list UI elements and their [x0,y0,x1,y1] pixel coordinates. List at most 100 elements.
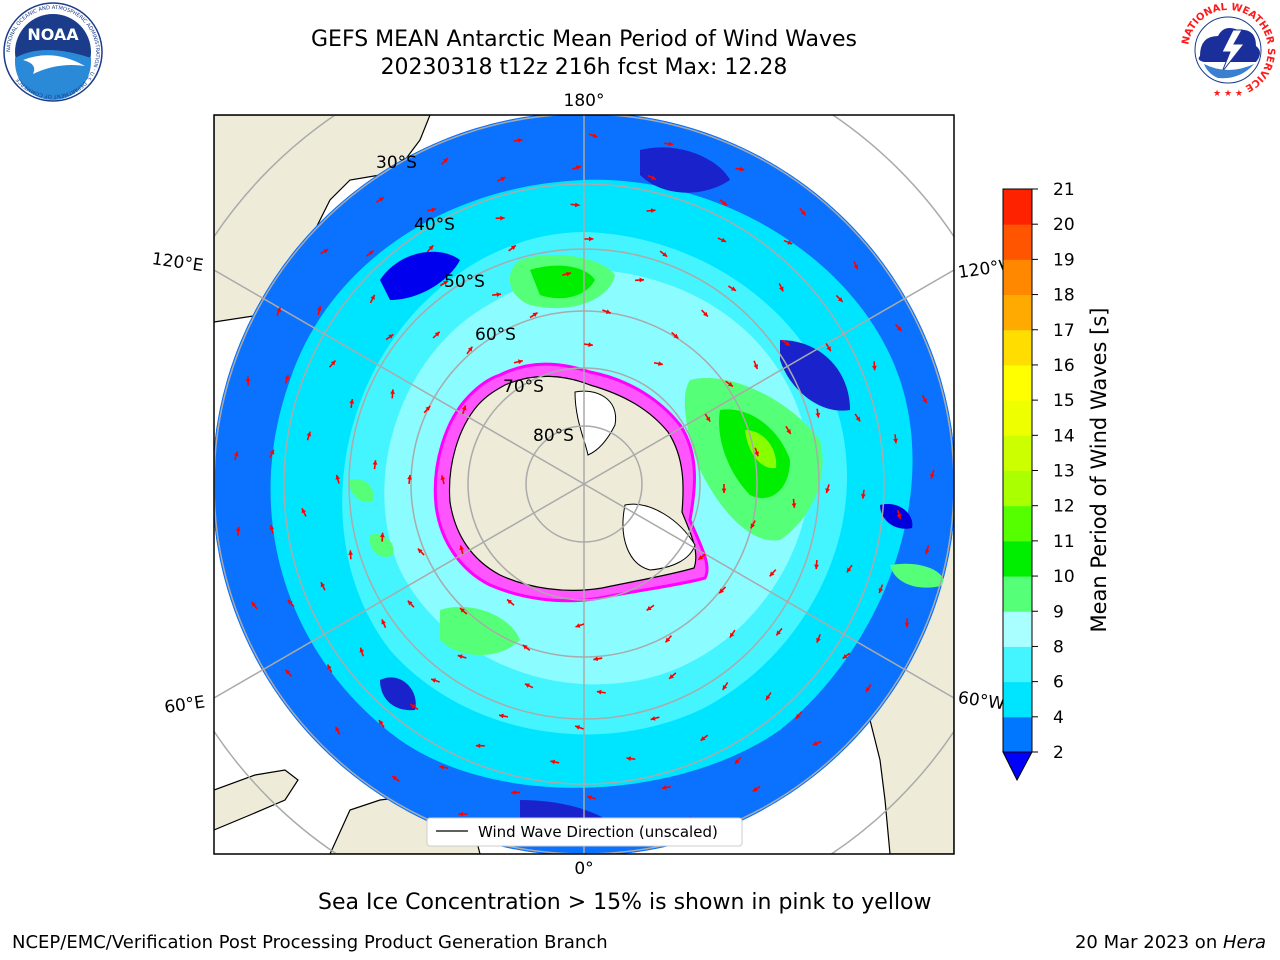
lon-label-180: 180° [564,91,605,111]
map-legend: Wind Wave Direction (unscaled) [426,817,743,847]
noaa-logo-text: NOAA [27,25,79,44]
wave-arrow-head [390,389,395,394]
wave-arrow-head [439,764,445,770]
wave-arrow-head [566,271,572,277]
wave-arrow-head [668,141,674,147]
lon-label-120e: 120°E [151,249,205,276]
wave-arrow-head [700,736,706,741]
wave-arrow-head [665,637,671,643]
antarctica [433,362,709,603]
wave-arrow-head [335,474,341,480]
wave-arrow-head [410,704,416,709]
wave-arrow-head [575,623,581,628]
lat-label-70: 70°S [503,377,544,397]
wave-arrow-head [754,451,759,457]
wave-arrow-head [407,474,412,480]
wave-arrow-head [904,622,910,628]
wave-arrow-head [853,264,859,270]
wave-arrow-head [459,608,465,613]
wave-arrow-head [269,524,275,530]
wave-arrow-head [650,175,656,180]
wave-arrow-head [320,582,326,588]
wave-arrow-head [461,405,467,411]
wave-arrow-head [753,364,758,370]
wave-arrow-head [574,202,580,208]
wave-arrow-head [500,177,506,182]
nws-logo: NATIONAL WEATHER SERVICE ★ ★ ★ [1180,2,1276,99]
wind-wave-arrows [233,133,935,834]
wave-arrow-head [550,759,556,765]
wave-arrow-head [605,309,611,314]
wave-arrow-head [522,644,528,650]
wave-arrow-head [443,158,449,163]
wave-arrow-head [517,359,523,365]
wave-arrow-head [431,678,437,683]
wave-arrow-head [316,306,322,311]
wave-arrow-head [721,488,727,493]
wave-arrow-head [575,725,581,730]
chart-subtitle: 20230318 t12z 216h fcst Max: 12.28 [380,55,788,80]
wave-arrow-head [727,381,733,387]
wave-arrow-head [673,333,679,339]
wave-arrow-head [459,545,464,551]
wave-arrow-head [381,619,386,625]
wave-arrow-head [826,346,831,352]
wave-arrow-head [729,632,735,638]
lat-label-40: 40°S [414,215,455,235]
wave-arrow-head [327,664,332,670]
wave-arrow-head [872,365,877,371]
wave-arrow-head [765,695,771,701]
wave-arrow-head [269,449,275,455]
wave-arrow-head [705,416,711,422]
wave-arrow-head [646,605,652,611]
wave-arrow-head [837,297,843,302]
wave-arrow-head [592,133,598,138]
wave-arrow-head [786,428,791,434]
wave-arrow-head [284,374,290,380]
wave-arrow-head [776,630,781,636]
wave-arrow-head [431,207,437,213]
wave-arrow-head [662,252,668,257]
noaa-logo: NOAA NATIONAL OCEANIC AND ATMOSPHERIC AD… [3,2,103,102]
footer-date: 20 Mar 2023 on Hera [1075,932,1266,953]
lon-label-0: 0° [574,859,593,879]
wave-arrow-head [407,600,413,606]
wave-arrow-head [626,756,632,762]
lat-label-80: 80°S [533,426,574,446]
wave-arrow-head [443,281,449,286]
wave-arrow-head [348,550,353,555]
wave-arrow-head [800,210,806,216]
wave-arrow-head [734,759,740,765]
wave-arrow-head [511,790,516,795]
footer-machine: Hera [1222,932,1266,953]
wave-arrow-head [896,514,902,519]
wave-arrow-head [276,307,281,313]
wave-arrow-head [855,416,861,422]
wave-arrow-head [825,488,830,494]
wave-arrow-head [235,526,241,532]
latitude-labels: 30°S 40°S 50°S 60°S 70°S 80°S [376,153,574,446]
lon-label-60w: 60°W [957,688,1006,714]
wave-arrow-head [335,726,340,732]
wave-arrow-head [639,277,645,283]
wave-arrow-head [500,215,505,221]
wave-arrow-head [878,588,884,593]
wave-arrow-head [575,165,581,171]
sea-ice-caption: Sea Ice Concentration > 15% is shown in … [318,890,932,915]
wave-arrow-head [703,311,708,317]
wave-arrow-head [467,346,473,352]
wave-arrow-head [719,588,724,594]
wave-arrow-head [893,438,898,444]
wave-arrow-head [922,398,927,404]
wave-arrow-head [588,342,593,348]
wave-arrow-head [323,249,329,254]
wave-arrow-head [791,503,797,508]
wave-arrow-head [417,548,423,554]
ross-ice-shelf [574,390,617,456]
wave-arrow-head [301,508,307,514]
wave-arrow-head [517,137,523,143]
wave-arrow-head [370,294,375,300]
wave-arrow-head [458,811,463,817]
wave-arrow-head [425,406,431,411]
wave-arrow-head [589,236,594,242]
